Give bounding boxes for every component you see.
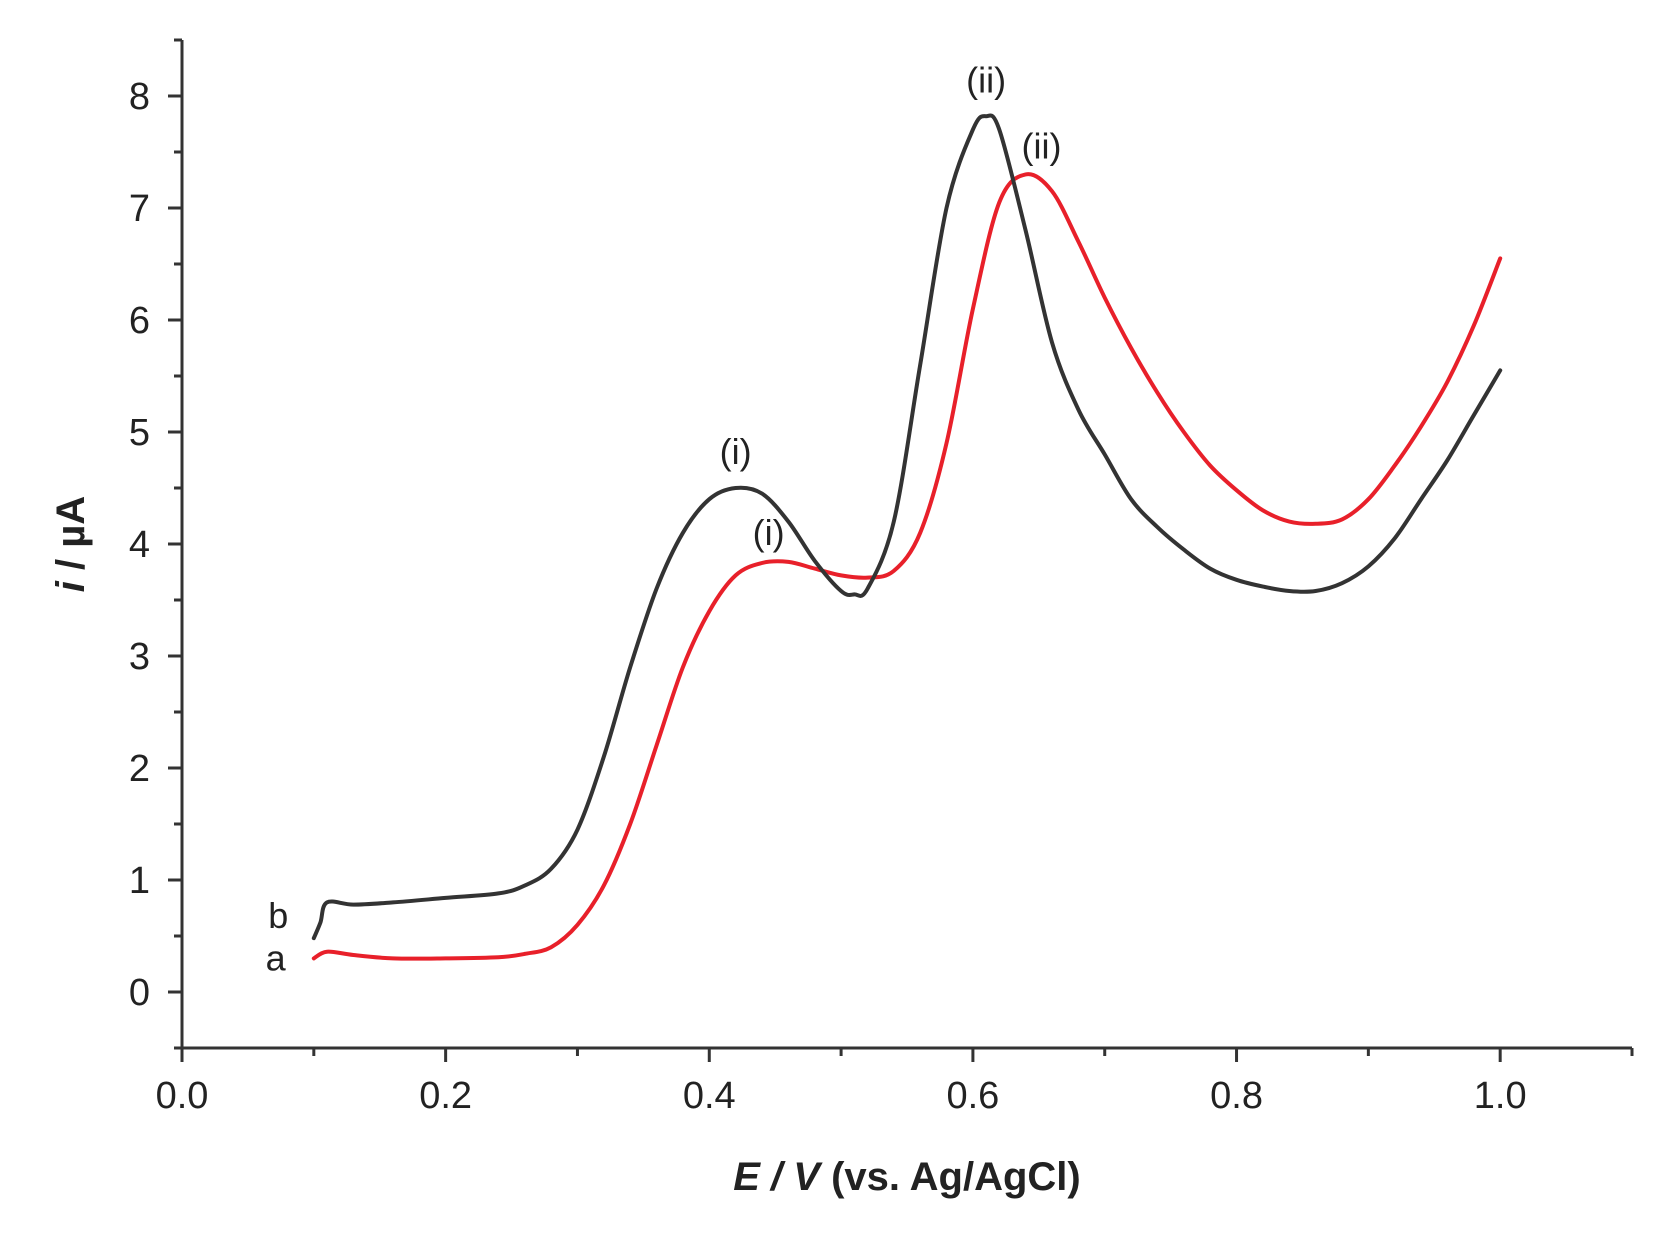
y-tick-label: 5 xyxy=(129,412,150,454)
ticks: 0.0 0.2 0.4 0.6 0.8 1.0 0 1 2 3 4 5 6 7 8 xyxy=(129,38,1634,1117)
y-tick-label: 8 xyxy=(129,76,150,118)
y-tick-label: 4 xyxy=(129,524,150,566)
x-tick-label: 0.4 xyxy=(683,1075,736,1117)
x-tick-label: 0.2 xyxy=(419,1075,472,1117)
x-axis-title-rest: (vs. Ag/AgCl) xyxy=(820,1155,1081,1199)
y-tick-label: 2 xyxy=(129,748,150,790)
curve-a xyxy=(311,172,1503,961)
y-tick-label: 1 xyxy=(129,860,150,902)
y-axis-title-italic: i xyxy=(49,580,93,592)
annotations: (i) (i) (ii) (ii) ba xyxy=(266,59,1062,978)
x-tick-label: 0.6 xyxy=(946,1075,999,1117)
y-tick-label: 6 xyxy=(129,300,150,342)
axes xyxy=(180,40,1632,1050)
y-axis-title-rest: / µA xyxy=(49,496,93,581)
x-axis-title-italic: E / V xyxy=(733,1155,823,1199)
y-tick-label: 0 xyxy=(129,972,150,1014)
annotation-a: a xyxy=(266,937,287,978)
x-tick-label: 0.0 xyxy=(156,1075,209,1117)
annotation-b: (ii) xyxy=(966,59,1006,100)
x-tick-label: 0.8 xyxy=(1210,1075,1263,1117)
y-axis-title: i / µA xyxy=(49,496,93,592)
annotation-b: b xyxy=(268,895,288,936)
y-tick-label: 3 xyxy=(129,636,150,678)
curves xyxy=(311,113,1503,961)
y-tick-label: 7 xyxy=(129,188,150,230)
annotation-a: (i) xyxy=(753,512,785,553)
x-axis-title: E / V (vs. Ag/AgCl) xyxy=(733,1155,1080,1199)
annotation-a: (ii) xyxy=(1021,125,1061,166)
annotation-b: (i) xyxy=(720,431,752,472)
curve-b xyxy=(311,113,1503,941)
x-tick-label: 1.0 xyxy=(1474,1075,1527,1117)
